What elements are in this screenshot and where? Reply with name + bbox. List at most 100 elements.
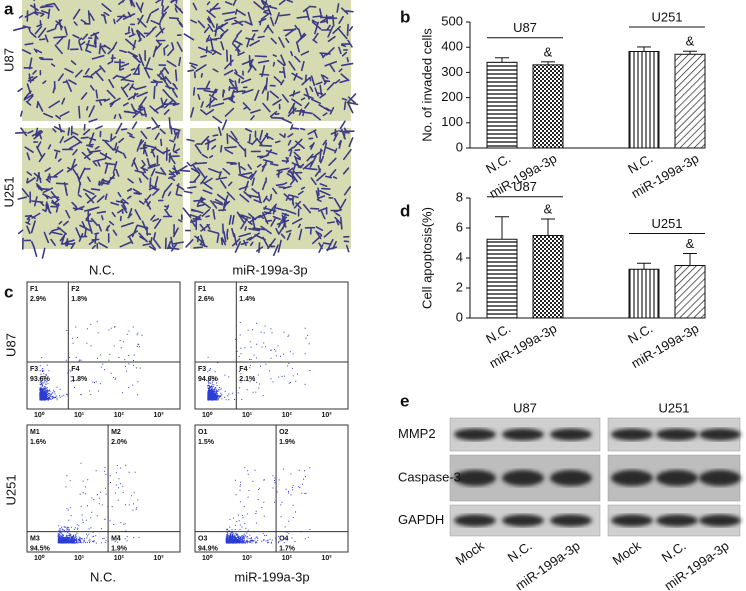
band [656,428,698,441]
quadrant-name: O2 [279,429,288,436]
panel-label: e [400,391,409,410]
lane-label: N.C. [505,538,535,565]
x-tick-label: N.C. [483,321,513,347]
column-label: N.C. [89,262,115,277]
y-tick-label: 8 [456,189,463,204]
quadrant-value: 2.6% [198,296,215,303]
axis-tick-label: 10¹ [242,412,253,419]
quadrant-value: 94.5% [30,546,51,553]
quadrant-value: 1.6% [30,439,47,446]
axis-tick-label: 10¹ [74,412,85,419]
events [207,321,311,401]
quadrant-value: 2.0% [111,439,128,446]
quadrant-name: M4 [111,536,121,543]
band [611,470,653,486]
quadrant-name: M3 [30,536,40,543]
cells [14,117,192,259]
quadrant-name: O1 [198,429,207,436]
plot-frame [194,281,349,410]
quadrant-name: F2 [239,286,247,293]
group-label: U87 [513,20,537,35]
column-label: miR-199a-3p [232,262,307,277]
band [656,470,698,486]
axis-tick-label: 10¹ [242,555,253,562]
axis-tick-label: 10⁰ [202,411,213,419]
y-tick-label: 500 [441,13,463,28]
lane-label: N.C. [659,538,689,565]
plot-frame [194,424,349,553]
axis-tick-label: 10³ [322,412,333,419]
protein-label: Caspase-3 [398,469,461,484]
quadrant-name: F4 [239,366,247,373]
group-label: U251 [651,216,682,231]
quadrant-name: F3 [198,366,206,373]
quadrant-name: M2 [111,429,121,436]
y-tick-label: 0 [456,139,463,154]
axis-tick-label: 10³ [322,555,333,562]
y-tick-label: 6 [456,219,463,234]
band [611,428,653,441]
x-tick-label: N.C. [625,151,655,177]
axis-tick-label: 10³ [154,555,165,562]
group-label: U87 [513,179,537,194]
y-axis-label: Cell apoptosis(%) [419,207,434,309]
cells [182,119,355,257]
events [39,321,143,401]
axis-tick-label: 10² [282,555,293,562]
quadrant-name: F3 [30,366,38,373]
row-label: U87 [3,333,18,357]
quadrant-value: 1.7% [279,546,296,553]
quadrant-name: F4 [71,366,79,373]
axis-tick-label: 10⁰ [34,411,45,419]
flow-cytometry: F1 2.9% F2 1.8% F3 93.6% F4 1.8% 10⁰ 10¹ 10² 10³ F1 2… [3,281,349,584]
lane-label: Mock [453,538,487,568]
quadrant-name: F1 [30,286,38,293]
quadrant-name: F1 [198,286,206,293]
band [550,470,592,486]
band [699,514,741,527]
x-tick-label: N.C. [483,151,513,177]
axis-tick-label: 10² [114,412,125,419]
micrograph [22,0,183,121]
axis-tick-label: 10³ [154,412,165,419]
quadrant-value: 1.9% [111,546,128,553]
plot-frame [26,281,181,410]
band [454,470,496,486]
band [550,514,592,527]
quadrant-value: 94.9% [198,546,219,553]
cells [183,0,359,124]
axis-tick-label: 10² [114,555,125,562]
group-label: U251 [658,400,689,415]
band [454,514,496,527]
protein-label: MMP2 [398,426,436,441]
quadrant-name: M1 [30,429,40,436]
bar [486,238,518,319]
quadrant-value: 1.9% [279,439,296,446]
band [550,428,592,441]
plot-frame [26,424,181,553]
axis-tick-label: 10⁰ [34,554,45,562]
quadrant-value: 1.4% [239,296,256,303]
bar [628,50,660,149]
bar [674,53,706,149]
group-label: U251 [651,9,682,24]
column-label: miR-199a-3p [234,569,309,584]
row-label: U87 [1,48,16,72]
band [699,428,741,441]
y-tick-label: 200 [441,89,463,104]
y-tick-label: 400 [441,39,463,54]
axis-tick-label: 10¹ [74,555,85,562]
y-tick-label: 100 [441,114,463,129]
quadrant-value: 1.8% [71,296,88,303]
annotation: & [544,201,553,216]
quadrant-name: F2 [71,286,79,293]
group-label: U87 [513,400,537,415]
axis-tick-label: 10⁰ [202,554,213,562]
axis-tick-label: 10² [282,412,293,419]
row-label: U251 [3,474,18,505]
column-label: N.C. [90,569,116,584]
quadrant-value: 2.9% [30,296,47,303]
y-tick-label: 0 [456,309,463,324]
